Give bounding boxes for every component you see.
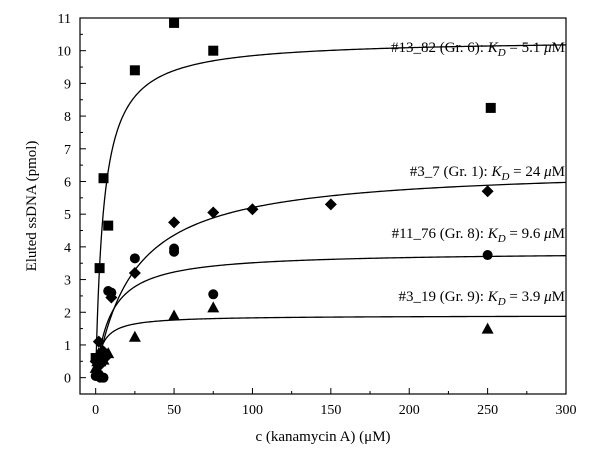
data-point-triangle [128, 330, 141, 342]
y-tick-label: 5 [64, 208, 71, 223]
y-tick-label: 0 [64, 372, 71, 387]
data-point-triangle [481, 322, 494, 334]
data-point-triangle [207, 301, 220, 313]
y-axis-label: Eluted ssDNA (pmol) [24, 141, 40, 272]
data-point-triangle [97, 353, 110, 365]
data-point-diamond [168, 216, 181, 229]
data-point-diamond [246, 203, 259, 216]
x-tick-label: 300 [556, 403, 577, 418]
x-axis-label: c (kanamycin A) (μM) [255, 429, 390, 445]
y-tick-label: 7 [64, 143, 71, 158]
data-point-square [169, 17, 180, 28]
plot-frame [79, 17, 567, 395]
data-point-triangle [92, 347, 105, 359]
fit-curve-diamond [95, 181, 567, 378]
data-point-diamond [207, 206, 220, 219]
data-point-circle [169, 246, 180, 257]
data-point-square [103, 220, 114, 231]
y-tick-label: 4 [64, 241, 71, 256]
x-tick-label: 0 [92, 403, 99, 418]
data-point-triangle [89, 361, 102, 373]
data-point-triangle [168, 309, 181, 321]
y-tick-label: 3 [64, 274, 71, 289]
data-point-diamond [128, 267, 141, 280]
data-point-circle [208, 289, 219, 300]
x-tick-label: 250 [477, 403, 498, 418]
y-tick-label: 8 [64, 110, 71, 125]
x-tick-label: 50 [167, 403, 181, 418]
annotation-square: #13_82 (Gr. 6): KD = 5.1 μM [391, 40, 565, 59]
fit-curve-circle [95, 255, 567, 378]
x-tick-label: 200 [399, 403, 420, 418]
data-point-circle [482, 250, 493, 261]
data-point-square [129, 65, 140, 76]
data-point-square [485, 102, 496, 113]
x-tick-label: 150 [320, 403, 341, 418]
data-point-square [94, 263, 105, 274]
data-point-triangle [102, 347, 115, 359]
y-tick-label: 10 [57, 45, 71, 60]
annotation-diamond: #3_7 (Gr. 1): KD = 24 μM [410, 164, 565, 183]
y-tick-label: 9 [64, 77, 71, 92]
fit-curve-square [95, 44, 567, 378]
data-point-circle [98, 372, 109, 383]
data-point-diamond [324, 198, 337, 211]
y-tick-label: 2 [64, 306, 71, 321]
y-tick-label: 11 [58, 12, 71, 27]
data-point-diamond [92, 335, 105, 348]
annotation-circle: #11_76 (Gr. 8): KD = 9.6 μM [392, 226, 565, 245]
data-point-square [208, 45, 219, 56]
data-point-diamond [481, 185, 494, 198]
y-tick-label: 6 [64, 175, 71, 190]
data-point-circle [106, 287, 117, 298]
y-tick-label: 1 [64, 339, 71, 354]
fit-curve-triangle [95, 315, 566, 378]
data-point-circle [129, 253, 140, 264]
annotation-triangle: #3_19 (Gr. 9): KD = 3.9 μM [399, 289, 565, 308]
x-tick-label: 100 [242, 403, 263, 418]
data-point-square [98, 173, 109, 184]
